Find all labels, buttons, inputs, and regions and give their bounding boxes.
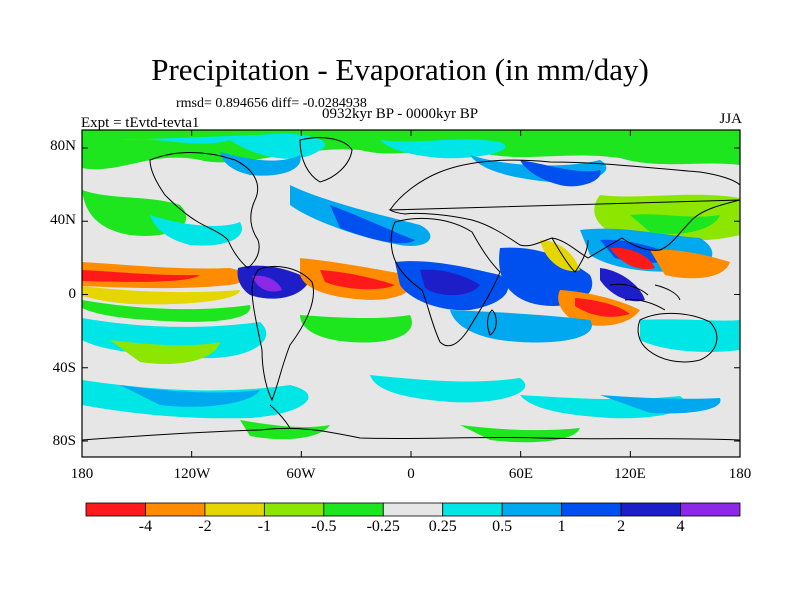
lat-label: 40S bbox=[52, 360, 76, 376]
field-region bbox=[630, 214, 720, 235]
colorbar-swatch bbox=[204, 502, 265, 517]
coastline-south-america bbox=[251, 266, 314, 402]
axis-ticks bbox=[81, 130, 741, 457]
colorbar-swatch bbox=[323, 502, 384, 517]
field-region bbox=[82, 270, 200, 282]
lon-label: 180 bbox=[70, 466, 94, 482]
lon-label: 60E bbox=[508, 466, 534, 482]
field-region bbox=[120, 385, 260, 407]
coastlines bbox=[82, 137, 740, 441]
coastline-madagascar bbox=[487, 309, 497, 336]
field-region bbox=[420, 269, 480, 296]
colorbar-label: -1 bbox=[257, 518, 272, 535]
lon-label: 0 bbox=[407, 466, 415, 482]
coastline-greenland bbox=[299, 137, 353, 183]
field-region bbox=[600, 395, 721, 414]
lat-label: 80N bbox=[50, 138, 76, 154]
colorbar-swatch bbox=[382, 502, 444, 517]
field-region bbox=[575, 298, 630, 317]
map-field bbox=[82, 130, 740, 457]
colorbar-label: -0.5 bbox=[311, 518, 337, 535]
lon-label: 180 bbox=[728, 466, 752, 482]
colorbar-label: 0.25 bbox=[428, 518, 457, 535]
colorbar-swatch bbox=[501, 502, 563, 517]
lon-label: 120W bbox=[173, 466, 211, 482]
colorbar-label: -0.25 bbox=[366, 518, 400, 535]
colorbar-label: 1 bbox=[557, 518, 566, 535]
period-text: 0932kyr BP - 0000kyr BP bbox=[322, 106, 479, 122]
colorbar-swatch bbox=[680, 502, 741, 517]
field-region bbox=[320, 270, 395, 290]
field-region bbox=[150, 215, 242, 246]
field-region bbox=[120, 133, 326, 159]
field-region bbox=[82, 300, 251, 322]
colorbar-label: 4 bbox=[676, 518, 685, 535]
lon-label: 60W bbox=[286, 466, 316, 482]
field-region bbox=[220, 152, 301, 176]
coastline-eurasia bbox=[388, 159, 740, 259]
lon-label: 120E bbox=[614, 466, 646, 482]
field-region bbox=[290, 185, 431, 246]
coastline-antarctica bbox=[82, 427, 740, 441]
coastline-india bbox=[551, 237, 589, 273]
field-region bbox=[82, 286, 240, 305]
coastline-north-america bbox=[149, 152, 260, 269]
colorbar-swatch bbox=[561, 502, 622, 517]
field-region bbox=[610, 247, 655, 270]
field-region bbox=[640, 319, 740, 352]
lat-label: 0 bbox=[68, 286, 77, 302]
stats-text: rmsd= 0.894656 diff= -0.0284938 bbox=[176, 96, 367, 111]
colorbar-swatch bbox=[85, 502, 146, 517]
colorbar-label: -2 bbox=[198, 518, 212, 535]
colorbar-swatch bbox=[442, 502, 503, 517]
field-region bbox=[450, 310, 592, 343]
colorbar-swatch bbox=[145, 502, 206, 517]
colorbar-swatch bbox=[263, 502, 325, 517]
field-region bbox=[240, 420, 330, 440]
colorbar-label: 2 bbox=[617, 518, 626, 535]
lat-label: 80S bbox=[52, 433, 76, 449]
field-region bbox=[650, 249, 730, 279]
lat-label: 40N bbox=[50, 212, 76, 228]
field-region bbox=[330, 205, 415, 244]
field-region bbox=[300, 315, 412, 343]
coastline-africa bbox=[390, 217, 501, 347]
season-text: JJA bbox=[719, 111, 742, 127]
colorbar-label: -4 bbox=[138, 518, 153, 535]
map-title: Precipitation - Evaporation (in mm/day) bbox=[151, 52, 649, 87]
experiment-text: Expt = tEvtd-tevta1 bbox=[81, 115, 200, 131]
colorbar-swatch bbox=[620, 502, 681, 517]
field-region bbox=[540, 240, 580, 272]
coastline-indonesia bbox=[609, 283, 681, 311]
field-region bbox=[380, 139, 506, 159]
field-region bbox=[520, 160, 601, 187]
field-region bbox=[110, 340, 220, 364]
field-region bbox=[370, 375, 526, 403]
coastline-antarctic-peninsula bbox=[269, 404, 291, 429]
coastline-australia bbox=[637, 312, 718, 363]
colorbar-label: 0.5 bbox=[492, 518, 513, 535]
field-region bbox=[252, 275, 282, 292]
